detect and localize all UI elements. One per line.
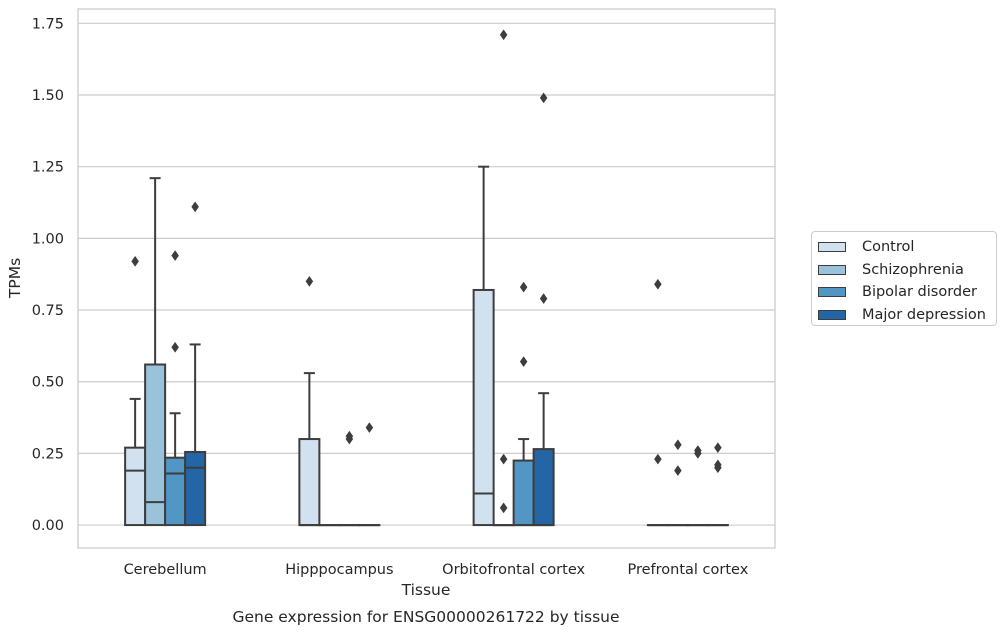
box-body xyxy=(534,449,554,525)
box-body xyxy=(299,439,319,525)
y-tick-label: 0.00 xyxy=(32,518,64,534)
legend-label: Control xyxy=(862,239,914,255)
box-body xyxy=(514,461,534,526)
legend: Control Schizophrenia Bipolar disorder M… xyxy=(811,231,997,326)
x-tick-label: Cerebellum xyxy=(124,562,207,578)
x-tick-label: Hipppocampus xyxy=(285,562,393,578)
legend-item-bipolar-disorder: Bipolar disorder xyxy=(818,281,996,304)
legend-swatch xyxy=(818,310,846,320)
legend-item-schizophrenia: Schizophrenia xyxy=(818,259,996,282)
y-tick-labels: 0.00 0.25 0.50 0.75 1.00 1.25 1.50 1.75 xyxy=(32,16,64,534)
box-body xyxy=(145,365,165,526)
legend-label: Schizophrenia xyxy=(862,262,964,278)
legend-label: Major depression xyxy=(862,307,986,323)
y-tick-label: 1.50 xyxy=(32,88,64,104)
x-tick-label: Prefrontal cortex xyxy=(627,562,748,578)
y-tick-label: 0.50 xyxy=(32,375,64,391)
y-tick-label: 1.75 xyxy=(32,16,64,32)
legend-swatch xyxy=(818,242,846,252)
y-axis-label: TPMs xyxy=(6,258,24,299)
legend-item-control: Control xyxy=(818,236,996,259)
y-tick-label: 0.25 xyxy=(32,446,64,462)
legend-item-major-depression: Major depression xyxy=(818,304,996,327)
box-body xyxy=(185,452,205,525)
box-body xyxy=(474,290,494,525)
box-body xyxy=(165,458,185,525)
y-tick-label: 1.25 xyxy=(32,160,64,176)
box-body xyxy=(125,448,145,525)
y-tick-label: 0.75 xyxy=(32,303,64,319)
x-tick-label: Orbitofrontal cortex xyxy=(442,562,585,578)
x-axis-label: Tissue xyxy=(401,581,451,599)
x-tick-labels: Cerebellum Hipppocampus Orbitofrontal cort… xyxy=(124,562,749,578)
chart-caption: Gene expression for ENSG00000261722 by t… xyxy=(232,608,619,626)
legend-swatch xyxy=(818,265,846,275)
y-tick-label: 1.00 xyxy=(32,231,64,247)
legend-label: Bipolar disorder xyxy=(862,284,977,300)
legend-swatch xyxy=(818,287,846,297)
